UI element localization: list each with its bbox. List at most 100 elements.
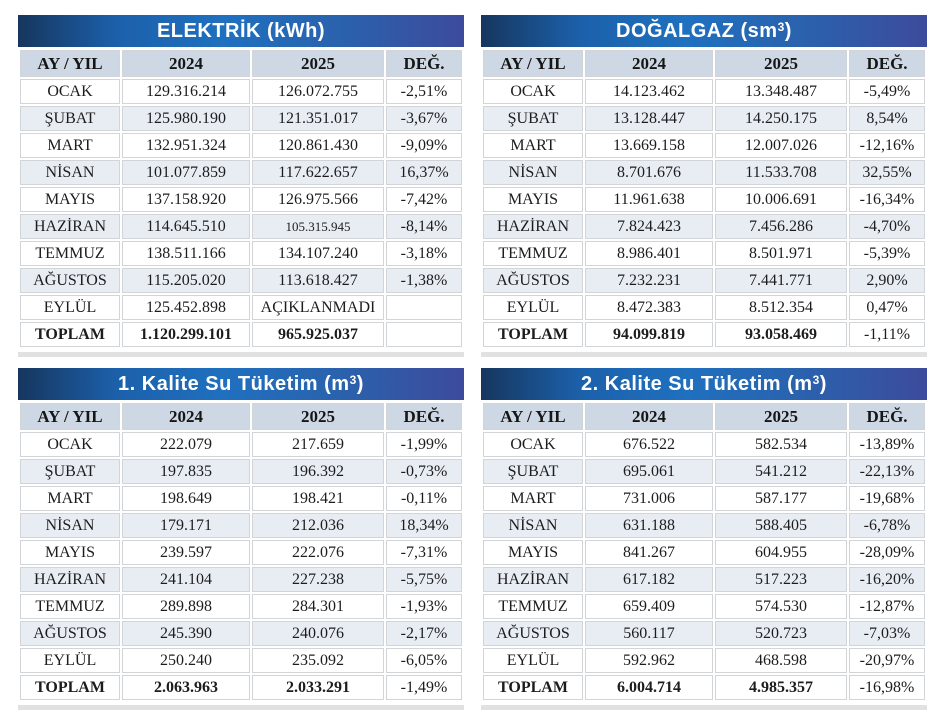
table-row: MAYIS 11.961.638 10.006.691 -16,34% <box>483 187 925 212</box>
month-cell: OCAK <box>20 432 120 457</box>
value-2024-cell: 250.240 <box>122 648 250 673</box>
table-row: AĞUSTOS 560.117 520.723 -7,03% <box>483 621 925 646</box>
panel-dogalgaz: DOĞALGAZ (sm 3) AY / YIL 2024 2025 DEĞ. O… <box>481 15 927 357</box>
value-2025-cell: 588.405 <box>715 513 847 538</box>
table-row: ŞUBAT 695.061 541.212 -22,13% <box>483 459 925 484</box>
change-cell: -16,98% <box>849 675 925 700</box>
month-cell: NİSAN <box>20 513 120 538</box>
value-2024-cell: 198.649 <box>122 486 250 511</box>
table-row: MART 198.649 198.421 -0,11% <box>20 486 462 511</box>
month-year-header: AY / YIL <box>483 50 583 77</box>
table-row: NİSAN 179.171 212.036 18,34% <box>20 513 462 538</box>
change-cell: -12,87% <box>849 594 925 619</box>
panel-elektrik: ELEKTRİK (kWh) AY / YIL 2024 2025 DEĞ. O… <box>18 15 464 357</box>
header-row: AY / YIL 2024 2025 DEĞ. <box>483 50 925 77</box>
change-header: DEĞ. <box>849 403 925 430</box>
change-cell: -6,78% <box>849 513 925 538</box>
month-cell: MART <box>483 133 583 158</box>
value-2024-cell: 560.117 <box>585 621 713 646</box>
table-dogalgaz: AY / YIL 2024 2025 DEĞ. OCAK 14.123.462 13… <box>481 48 927 349</box>
table-row: HAZİRAN 241.104 227.238 -5,75% <box>20 567 462 592</box>
header-row: AY / YIL 2024 2025 DEĞ. <box>20 50 462 77</box>
value-2024-cell: 132.951.324 <box>122 133 250 158</box>
value-2025-cell: 113.618.427 <box>252 268 384 293</box>
value-2025-cell: 8.512.354 <box>715 295 847 320</box>
month-cell: ŞUBAT <box>20 106 120 131</box>
value-2024-cell: 125.980.190 <box>122 106 250 131</box>
value-2024-cell: 138.511.166 <box>122 241 250 266</box>
value-2025-cell: 2.033.291 <box>252 675 384 700</box>
panel-title-close: ) <box>819 373 827 395</box>
change-cell: -3,18% <box>386 241 462 266</box>
change-cell: -0,11% <box>386 486 462 511</box>
value-2024-cell: 13.128.447 <box>585 106 713 131</box>
month-cell: ŞUBAT <box>483 459 583 484</box>
value-2025-cell: AÇIKLANMADI <box>252 295 384 320</box>
value-2025-cell: 134.107.240 <box>252 241 384 266</box>
table-row: AĞUSTOS 7.232.231 7.441.771 2,90% <box>483 268 925 293</box>
table-row: ŞUBAT 13.128.447 14.250.175 8,54% <box>483 106 925 131</box>
month-cell: TOPLAM <box>20 675 120 700</box>
change-cell: 18,34% <box>386 513 462 538</box>
change-cell: -16,20% <box>849 567 925 592</box>
value-2025-cell: 93.058.469 <box>715 322 847 347</box>
month-year-header: AY / YIL <box>483 403 583 430</box>
value-2025-cell: 14.250.175 <box>715 106 847 131</box>
table-row: AĞUSTOS 245.390 240.076 -2,17% <box>20 621 462 646</box>
value-2025-cell: 10.006.691 <box>715 187 847 212</box>
value-2024-cell: 115.205.020 <box>122 268 250 293</box>
table-kalite2-su: AY / YIL 2024 2025 DEĞ. OCAK 676.522 582.5… <box>481 401 927 702</box>
month-cell: EYLÜL <box>20 295 120 320</box>
table-row: MART 731.006 587.177 -19,68% <box>483 486 925 511</box>
panel-title-sup: 3 <box>349 373 357 387</box>
tables-grid: ELEKTRİK (kWh) AY / YIL 2024 2025 DEĞ. O… <box>18 15 930 710</box>
change-cell: 32,55% <box>849 160 925 185</box>
change-cell: -13,89% <box>849 432 925 457</box>
month-cell: ŞUBAT <box>483 106 583 131</box>
value-2024-cell: 2.063.963 <box>122 675 250 700</box>
month-cell: AĞUSTOS <box>20 621 120 646</box>
header-row: AY / YIL 2024 2025 DEĞ. <box>483 403 925 430</box>
value-2024-cell: 125.452.898 <box>122 295 250 320</box>
value-2024-cell: 13.669.158 <box>585 133 713 158</box>
table-elektrik: AY / YIL 2024 2025 DEĞ. OCAK 129.316.214 1… <box>18 48 464 349</box>
value-2025-cell: 196.392 <box>252 459 384 484</box>
month-year-header: AY / YIL <box>20 50 120 77</box>
table-footer-strip <box>18 352 464 357</box>
change-cell: -5,49% <box>849 79 925 104</box>
value-2024-cell: 8.701.676 <box>585 160 713 185</box>
change-cell: -2,51% <box>386 79 462 104</box>
value-2025-cell: 11.533.708 <box>715 160 847 185</box>
month-cell: MART <box>20 133 120 158</box>
table-row: HAZİRAN 7.824.423 7.456.286 -4,70% <box>483 214 925 239</box>
value-2024-cell: 179.171 <box>122 513 250 538</box>
month-cell: TOPLAM <box>483 675 583 700</box>
table-row: EYLÜL 592.962 468.598 -20,97% <box>483 648 925 673</box>
month-cell: EYLÜL <box>483 648 583 673</box>
change-cell: -9,09% <box>386 133 462 158</box>
change-cell: -4,70% <box>849 214 925 239</box>
change-cell: -1,11% <box>849 322 925 347</box>
value-2024-cell: 659.409 <box>585 594 713 619</box>
table-row: MART 132.951.324 120.861.430 -9,09% <box>20 133 462 158</box>
table-kalite1-su: AY / YIL 2024 2025 DEĞ. OCAK 222.079 217.6… <box>18 401 464 702</box>
month-cell: AĞUSTOS <box>483 621 583 646</box>
value-2024-cell: 241.104 <box>122 567 250 592</box>
change-cell: 8,54% <box>849 106 925 131</box>
year-2024-header: 2024 <box>122 403 250 430</box>
value-2024-cell: 8.472.383 <box>585 295 713 320</box>
table-row: NİSAN 631.188 588.405 -6,78% <box>483 513 925 538</box>
value-2025-cell: 7.456.286 <box>715 214 847 239</box>
month-cell: TEMMUZ <box>483 594 583 619</box>
table-row: HAZİRAN 617.182 517.223 -16,20% <box>483 567 925 592</box>
value-2025-cell: 965.925.037 <box>252 322 384 347</box>
value-2025-cell: 4.985.357 <box>715 675 847 700</box>
month-cell: HAZİRAN <box>20 214 120 239</box>
value-2025-cell: 105.315.945 <box>252 214 384 239</box>
panel-title-kalite1-su: 1. Kalite Su Tüketim (m 3) <box>18 368 464 400</box>
panel-title-kalite2-su: 2. Kalite Su Tüketim (m 3) <box>481 368 927 400</box>
value-2024-cell: 592.962 <box>585 648 713 673</box>
month-cell: EYLÜL <box>483 295 583 320</box>
value-2024-cell: 617.182 <box>585 567 713 592</box>
change-cell: 0,47% <box>849 295 925 320</box>
